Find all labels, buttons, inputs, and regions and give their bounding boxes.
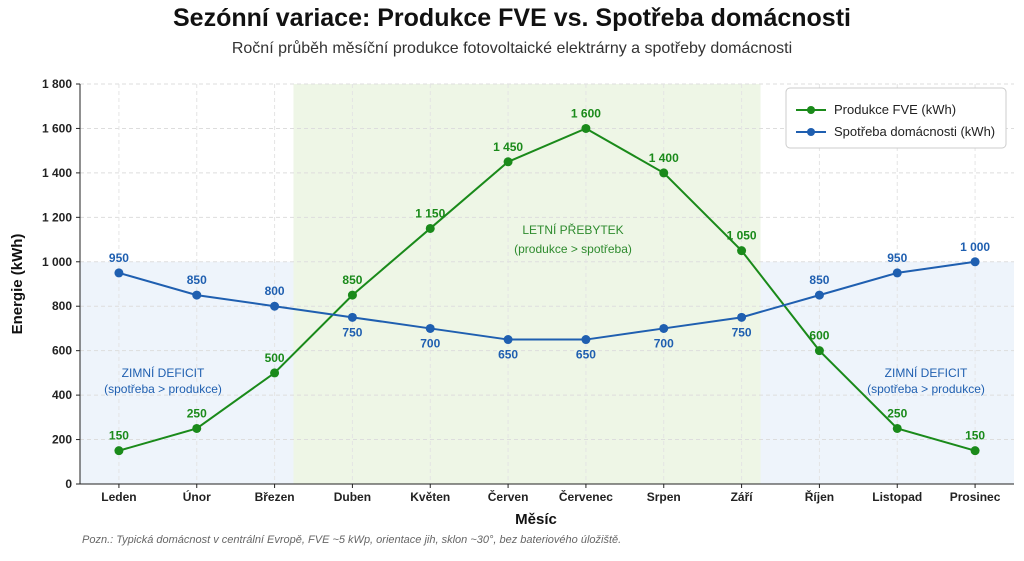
production-point-1 bbox=[192, 423, 202, 433]
production-point-11 bbox=[970, 446, 980, 456]
production-data-label-9: 600 bbox=[809, 329, 829, 343]
consumption-point-9 bbox=[814, 290, 824, 300]
legend-production-marker bbox=[807, 106, 815, 114]
consumption-point-7 bbox=[659, 323, 669, 333]
consumption-data-label-4: 700 bbox=[420, 336, 440, 350]
production-data-label-8: 1 050 bbox=[727, 229, 757, 243]
region-label-summer-line2: (produkce > spotřeba) bbox=[514, 242, 632, 256]
x-tick-label-9: Říjen bbox=[805, 489, 834, 504]
production-point-5 bbox=[503, 157, 513, 167]
y-axis-label: Energie (kWh) bbox=[9, 234, 26, 335]
production-point-10 bbox=[892, 423, 902, 433]
consumption-data-label-8: 750 bbox=[732, 325, 752, 339]
production-data-label-3: 850 bbox=[342, 273, 362, 287]
production-point-9 bbox=[814, 346, 824, 356]
y-tick-label-5: 1 000 bbox=[42, 255, 72, 269]
production-data-label-7: 1 400 bbox=[649, 151, 679, 165]
x-tick-label-10: Listopad bbox=[872, 490, 922, 504]
y-tick-label-0: 0 bbox=[65, 477, 72, 491]
x-tick-label-6: Červenec bbox=[559, 489, 613, 504]
y-tick-label-6: 1 200 bbox=[42, 210, 72, 224]
y-tick-label-2: 400 bbox=[52, 388, 72, 402]
legend: Produkce FVE (kWh) Spotřeba domácnosti (… bbox=[785, 87, 1007, 149]
production-point-4 bbox=[425, 223, 435, 233]
region-label-winter-right-line1: ZIMNÍ DEFICIT bbox=[885, 365, 968, 380]
x-tick-label-1: Únor bbox=[183, 489, 211, 504]
x-tick-label-8: Září bbox=[731, 490, 754, 504]
consumption-point-6 bbox=[581, 335, 591, 345]
x-tick-label-7: Srpen bbox=[647, 490, 681, 504]
consumption-data-label-6: 650 bbox=[576, 348, 596, 362]
summer-surplus-region bbox=[293, 84, 761, 484]
consumption-point-11 bbox=[970, 257, 980, 267]
consumption-point-2 bbox=[270, 301, 280, 311]
y-tick-label-8: 1 600 bbox=[42, 121, 72, 135]
production-data-label-1: 250 bbox=[187, 406, 207, 420]
production-data-label-2: 500 bbox=[265, 351, 285, 365]
production-data-label-5: 1 450 bbox=[493, 140, 523, 154]
production-data-label-4: 1 150 bbox=[415, 206, 445, 220]
consumption-point-10 bbox=[892, 268, 902, 278]
production-point-0 bbox=[114, 446, 124, 456]
region-label-winter-right-line2: (spotřeba > produkce) bbox=[867, 382, 985, 396]
region-label-winter-left-line1: ZIMNÍ DEFICIT bbox=[122, 365, 205, 380]
consumption-data-label-7: 700 bbox=[654, 336, 674, 350]
production-point-2 bbox=[270, 368, 280, 378]
y-tick-label-9: 1 800 bbox=[42, 77, 72, 91]
region-label-summer-line1: LETNÍ PŘEBYTEK bbox=[522, 222, 623, 237]
production-point-8 bbox=[737, 246, 747, 256]
production-data-label-6: 1 600 bbox=[571, 106, 601, 120]
consumption-point-0 bbox=[114, 268, 124, 278]
production-point-7 bbox=[659, 168, 669, 178]
production-data-label-11: 150 bbox=[965, 429, 985, 443]
consumption-point-4 bbox=[425, 323, 435, 333]
consumption-point-8 bbox=[737, 312, 747, 322]
x-tick-label-4: Květen bbox=[410, 490, 450, 504]
y-tick-label-1: 200 bbox=[52, 433, 72, 447]
x-tick-label-5: Červen bbox=[488, 489, 529, 504]
chart-title: Sezónní variace: Produkce FVE vs. Spotře… bbox=[173, 4, 851, 32]
x-axis-label: Měsíc bbox=[515, 511, 557, 528]
x-tick-label-11: Prosinec bbox=[950, 490, 1001, 504]
legend-consumption-marker bbox=[807, 128, 815, 136]
consumption-point-5 bbox=[503, 335, 513, 345]
consumption-data-label-9: 850 bbox=[809, 273, 829, 287]
region-label-winter-left-line2: (spotřeba > produkce) bbox=[104, 382, 222, 396]
winter-deficit-region-left bbox=[80, 261, 294, 484]
x-tick-label-0: Leden bbox=[101, 490, 136, 504]
consumption-point-3 bbox=[347, 312, 357, 322]
production-data-label-10: 250 bbox=[887, 406, 907, 420]
consumption-data-label-3: 750 bbox=[342, 325, 362, 339]
production-data-label-0: 150 bbox=[109, 429, 129, 443]
production-series-line bbox=[118, 127, 976, 452]
y-tick-label-4: 800 bbox=[52, 299, 72, 313]
consumption-point-1 bbox=[192, 290, 202, 300]
y-tick-label-7: 1 400 bbox=[42, 166, 72, 180]
consumption-series-line bbox=[118, 260, 976, 341]
consumption-data-label-2: 800 bbox=[265, 284, 285, 298]
footnote: Pozn.: Typická domácnost v centrální Evr… bbox=[82, 534, 622, 546]
consumption-data-label-1: 850 bbox=[187, 273, 207, 287]
x-tick-label-2: Březen bbox=[255, 490, 295, 504]
y-tick-label-3: 600 bbox=[52, 344, 72, 358]
legend-production-label: Produkce FVE (kWh) bbox=[834, 102, 956, 117]
production-point-3 bbox=[347, 290, 357, 300]
legend-consumption-label: Spotřeba domácnosti (kWh) bbox=[834, 124, 995, 139]
consumption-data-label-10: 950 bbox=[887, 251, 907, 265]
x-tick-label-3: Duben bbox=[334, 490, 371, 504]
consumption-data-label-0: 950 bbox=[109, 251, 129, 265]
production-point-6 bbox=[581, 123, 591, 133]
winter-deficit-region-right bbox=[760, 261, 1014, 484]
consumption-data-label-5: 650 bbox=[498, 348, 518, 362]
chart-subtitle: Roční průběh měsíční produkce fotovoltai… bbox=[231, 40, 793, 57]
consumption-data-label-11: 1 000 bbox=[960, 240, 990, 254]
